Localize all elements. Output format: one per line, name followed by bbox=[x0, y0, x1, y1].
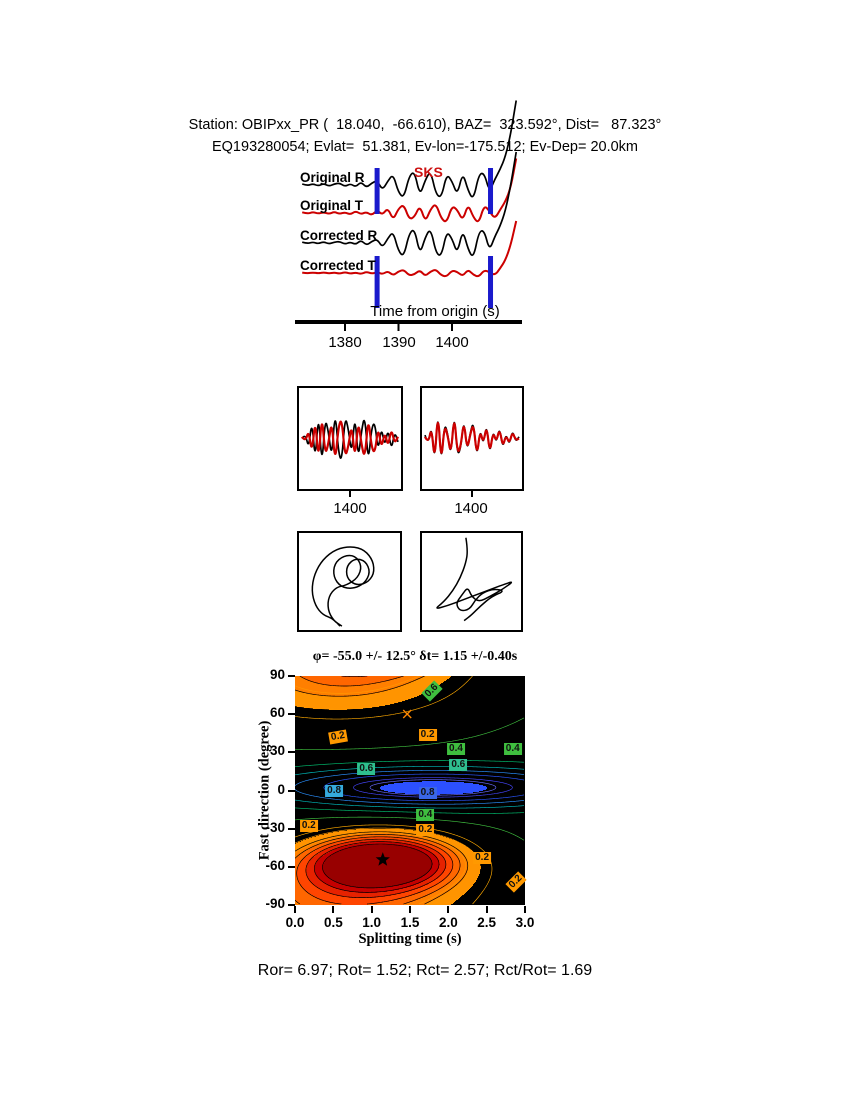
contour-label-0.4: 0.4 bbox=[447, 742, 465, 755]
y-axis-tick bbox=[288, 751, 295, 754]
y-axis-tick bbox=[288, 675, 295, 677]
x-axis-tick-label: 2.0 bbox=[438, 915, 458, 930]
time-axis-label: Time from origin (s) bbox=[370, 303, 500, 320]
time-tick-label-1390: 1390 bbox=[382, 334, 416, 351]
x-axis-tick bbox=[294, 906, 296, 913]
y-axis-tick-label: 90 bbox=[269, 667, 285, 682]
x-axis-tick bbox=[447, 906, 450, 913]
window-trace-t bbox=[301, 420, 399, 455]
y-axis-tick bbox=[288, 789, 295, 792]
x-axis-tick-label: 1.5 bbox=[400, 915, 420, 930]
splitting-result-title: φ= -55.0 +/- 12.5° δt= 1.15 +/-0.40s bbox=[312, 649, 518, 664]
particle-motion-curve bbox=[436, 537, 513, 622]
window-right-tick bbox=[471, 491, 473, 497]
trace-corrected-t bbox=[302, 220, 518, 278]
x-axis-label: Splitting time (s) bbox=[358, 931, 462, 947]
contour-label-0.4: 0.4 bbox=[416, 808, 435, 821]
station-info: Station: OBIPxx_PR ( 18.040, -66.610), B… bbox=[188, 117, 662, 133]
trace-original-r bbox=[301, 100, 518, 198]
x-axis-tick-label: 0.0 bbox=[285, 915, 305, 930]
x-axis-tick bbox=[370, 906, 373, 913]
x-axis-tick bbox=[409, 906, 411, 913]
x-axis-tick bbox=[485, 906, 488, 913]
trace-label-corrected-t: Corrected T bbox=[300, 258, 376, 273]
x-axis-tick-label: 0.5 bbox=[323, 915, 343, 930]
trace-label-corrected-r: Corrected R bbox=[300, 228, 378, 243]
window-trace-t bbox=[424, 421, 520, 454]
result-summary: Ror= 6.97; Rot= 1.52; Rct= 2.57; Rct/Rot… bbox=[257, 962, 593, 979]
x-axis-tick-label: 3.0 bbox=[515, 915, 535, 930]
y-axis-tick-label: 60 bbox=[269, 705, 285, 721]
y-axis-tick-label: -60 bbox=[265, 857, 285, 873]
event-info: EQ193280054; Evlat= 51.381, Ev-lon=-175.… bbox=[211, 139, 638, 155]
trace-original-t bbox=[301, 158, 518, 223]
particle-motion-left-svg bbox=[311, 546, 375, 627]
y-axis-tick-label: 0 bbox=[277, 781, 285, 797]
contour-label-0.2: 0.2 bbox=[473, 851, 492, 864]
trace-label-original-t: Original T bbox=[300, 198, 364, 213]
contour-label-0.2: 0.2 bbox=[418, 728, 437, 741]
contour-label-0.4: 0.4 bbox=[503, 742, 522, 755]
phase-label-sks: SKS bbox=[414, 164, 443, 180]
contour-label-0.6: 0.6 bbox=[357, 762, 376, 775]
time-tick-label-1380: 1380 bbox=[328, 334, 362, 351]
contour-label-0.8: 0.8 bbox=[325, 784, 344, 797]
y-axis-tick bbox=[288, 827, 295, 830]
x-axis-tick-label: 2.5 bbox=[477, 915, 497, 930]
particle-motion-left-box bbox=[297, 531, 402, 632]
contour-label-0.2: 0.2 bbox=[416, 823, 435, 836]
particle-motion-curve bbox=[311, 546, 375, 627]
contour-label-0.8: 0.8 bbox=[418, 787, 437, 800]
window-waveforms-left-box bbox=[297, 386, 403, 491]
y-axis-tick bbox=[288, 713, 295, 716]
window-left-tick bbox=[349, 491, 351, 497]
x-axis-tick bbox=[524, 906, 526, 913]
time-tick-label-1400: 1400 bbox=[435, 334, 469, 351]
contour-label-0.2: 0.2 bbox=[299, 820, 318, 833]
contour-label-0.6: 0.6 bbox=[449, 759, 468, 772]
window-waveforms-left-svg bbox=[301, 419, 399, 459]
x-axis-tick-label: 1.0 bbox=[362, 915, 382, 930]
y-axis-tick bbox=[288, 865, 295, 868]
y-axis-tick-label: -90 bbox=[265, 896, 285, 911]
window-waveforms-right-box bbox=[420, 386, 524, 491]
window-left-tick-label: 1400 bbox=[333, 500, 367, 517]
trace-corrected-r bbox=[301, 151, 518, 257]
particle-motion-right-svg bbox=[436, 537, 513, 622]
y-axis-tick bbox=[288, 904, 295, 906]
window-waveforms-right-svg bbox=[424, 421, 520, 455]
window-right-tick-label: 1400 bbox=[454, 500, 488, 517]
particle-motion-right-box bbox=[420, 531, 523, 632]
x-axis-tick bbox=[332, 906, 335, 913]
y-axis-tick-label: 30 bbox=[269, 743, 285, 759]
seismogram-panel bbox=[295, 100, 522, 331]
trace-label-original-r: Original R bbox=[300, 170, 365, 185]
y-axis-tick-label: -30 bbox=[265, 819, 285, 835]
